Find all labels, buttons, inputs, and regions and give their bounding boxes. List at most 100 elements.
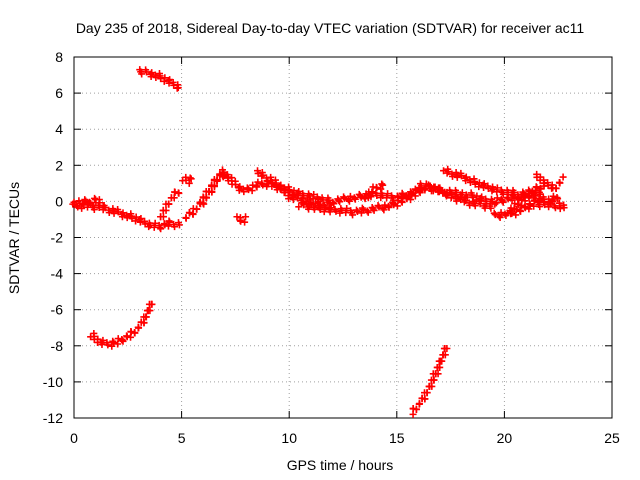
data-point — [481, 204, 489, 212]
data-point — [202, 194, 210, 202]
data-point — [114, 208, 122, 216]
data-point — [320, 208, 328, 216]
data-point — [110, 339, 118, 347]
data-point — [327, 204, 335, 212]
data-point — [496, 213, 504, 221]
data-point — [208, 188, 216, 196]
data-point — [556, 205, 564, 213]
data-point — [364, 194, 372, 202]
data-point — [157, 75, 165, 83]
data-point — [483, 197, 491, 205]
data-point — [175, 221, 183, 229]
series-arc-15 — [490, 197, 568, 221]
data-point — [385, 203, 393, 211]
data-point — [559, 173, 567, 181]
data-point — [491, 211, 499, 219]
data-point — [152, 73, 160, 81]
data-point — [457, 193, 465, 201]
data-point — [363, 207, 371, 215]
data-point — [458, 189, 466, 197]
data-point — [137, 215, 145, 223]
data-point — [219, 168, 227, 176]
data-point — [449, 172, 457, 180]
y-tick-label: 0 — [55, 193, 63, 209]
data-point — [415, 400, 423, 408]
series-arc-12 — [361, 180, 387, 202]
y-tick-label: 8 — [55, 49, 63, 65]
data-point — [442, 190, 450, 198]
axis-ticks: 0 5 10 15 20 25 -12 -10 -8 -6 -4 -2 0 2 4 6 8 — [43, 49, 620, 446]
data-point — [219, 172, 227, 180]
data-point — [452, 189, 460, 197]
data-point — [259, 181, 267, 189]
data-point — [471, 202, 479, 210]
data-point — [364, 208, 372, 216]
data-point — [484, 184, 492, 192]
series-arc-11 — [295, 187, 424, 219]
data-point — [108, 342, 116, 350]
data-points — [69, 66, 568, 418]
data-point — [423, 389, 431, 397]
series-arc-9 — [233, 213, 250, 226]
data-point — [453, 173, 461, 181]
grid-lines — [74, 57, 612, 418]
data-point — [341, 194, 349, 202]
data-point — [277, 181, 285, 189]
x-tick-label: 15 — [389, 430, 405, 446]
data-point — [90, 206, 98, 214]
data-point — [82, 197, 90, 205]
data-point — [373, 191, 381, 199]
data-point — [332, 207, 340, 215]
data-point — [350, 194, 358, 202]
data-point — [295, 187, 303, 195]
data-point — [390, 201, 398, 209]
data-point — [417, 182, 425, 190]
data-point — [162, 206, 170, 214]
data-point — [437, 186, 445, 194]
data-point — [175, 189, 183, 197]
data-point — [306, 201, 314, 209]
data-point — [142, 313, 150, 321]
data-point — [105, 209, 113, 217]
data-point — [526, 201, 534, 209]
series-arc-18 — [409, 345, 451, 418]
data-point — [353, 208, 361, 216]
y-axis-label: SDTVAR / TECUs — [6, 182, 22, 294]
data-point — [109, 337, 117, 345]
data-point — [147, 300, 155, 308]
data-point — [466, 178, 474, 186]
data-point — [340, 193, 348, 201]
data-point — [187, 175, 195, 183]
data-point — [237, 217, 245, 225]
data-point — [119, 209, 127, 217]
data-point — [377, 185, 385, 193]
data-point — [492, 199, 500, 207]
data-point — [499, 190, 507, 198]
data-point — [161, 74, 169, 82]
data-point — [185, 179, 193, 187]
chart-title: Day 235 of 2018, Sidereal Day-to-day VTE… — [76, 20, 585, 36]
data-point — [186, 174, 194, 182]
data-point — [300, 201, 308, 209]
data-point — [489, 185, 497, 193]
data-point — [549, 192, 557, 200]
series-arc-16 — [504, 179, 548, 218]
series-arc-1 — [69, 199, 183, 233]
data-point — [412, 406, 420, 414]
data-point — [96, 199, 104, 207]
data-point — [98, 340, 106, 348]
data-point — [146, 307, 154, 315]
data-point — [210, 183, 218, 191]
data-point — [338, 206, 346, 214]
data-point — [254, 169, 262, 177]
data-point — [236, 183, 244, 191]
data-point — [556, 179, 564, 187]
y-tick-label: 2 — [55, 157, 63, 173]
data-point — [370, 206, 378, 214]
data-point — [161, 221, 169, 229]
y-tick-label: -2 — [51, 230, 64, 246]
data-point — [560, 204, 568, 212]
data-point — [373, 184, 381, 192]
data-point — [86, 198, 94, 206]
y-tick-label: -4 — [51, 266, 64, 282]
